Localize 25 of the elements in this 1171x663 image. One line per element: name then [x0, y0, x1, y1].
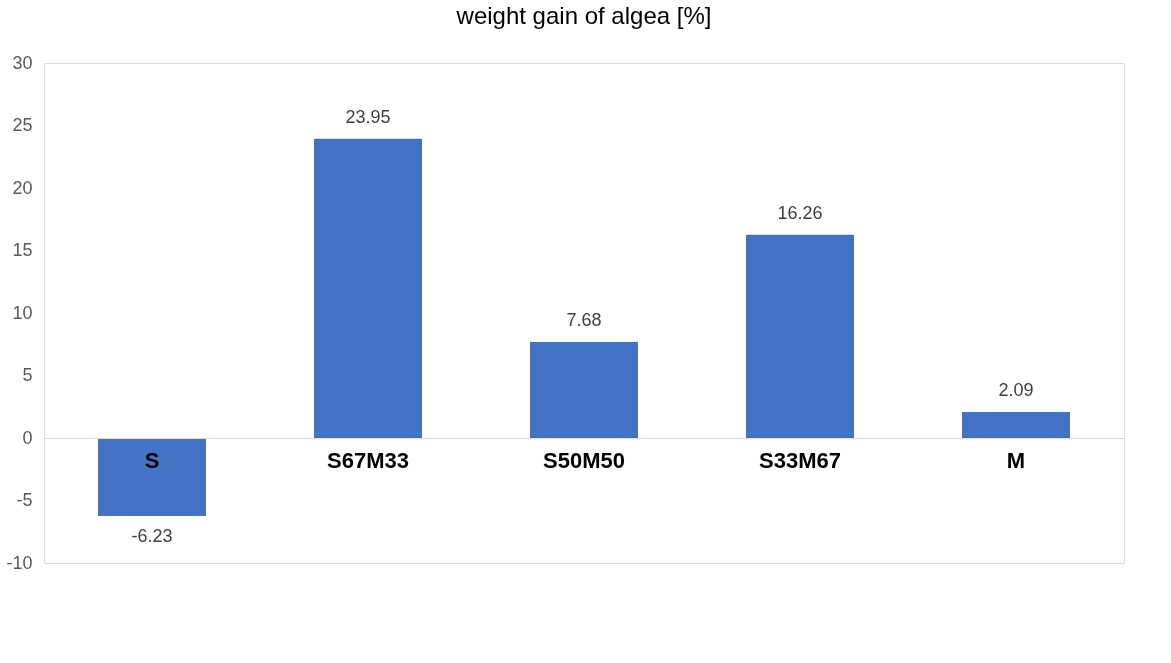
data-label: -6.23 — [131, 525, 173, 546]
bar — [530, 342, 638, 438]
data-label: 7.68 — [566, 310, 602, 330]
y-tick-label: -10 — [6, 552, 33, 573]
y-tick-label: 10 — [12, 302, 33, 323]
bar — [98, 438, 206, 516]
y-tick-label: 0 — [22, 427, 33, 448]
x-tick-label: S — [144, 447, 160, 473]
y-tick-label: 20 — [12, 177, 33, 198]
x-tick-label: S33M67 — [759, 447, 841, 473]
data-label: 23.95 — [345, 106, 391, 127]
x-tick-label: S67M33 — [327, 447, 409, 473]
data-label: 16.26 — [777, 202, 823, 223]
y-tick-label: 5 — [22, 365, 33, 385]
x-tick-label: M — [1006, 447, 1026, 473]
y-tick-label: 15 — [12, 240, 33, 260]
data-label: 2.09 — [998, 379, 1034, 400]
bar — [746, 234, 854, 438]
y-tick-label: 25 — [12, 115, 33, 135]
y-tick-label: 30 — [12, 52, 33, 73]
y-tick-label: -5 — [16, 490, 33, 510]
x-tick-label: S50M50 — [543, 447, 625, 473]
chart-title: weight gain of algea [%] — [455, 2, 712, 29]
bar — [962, 411, 1070, 438]
bar — [314, 138, 422, 438]
